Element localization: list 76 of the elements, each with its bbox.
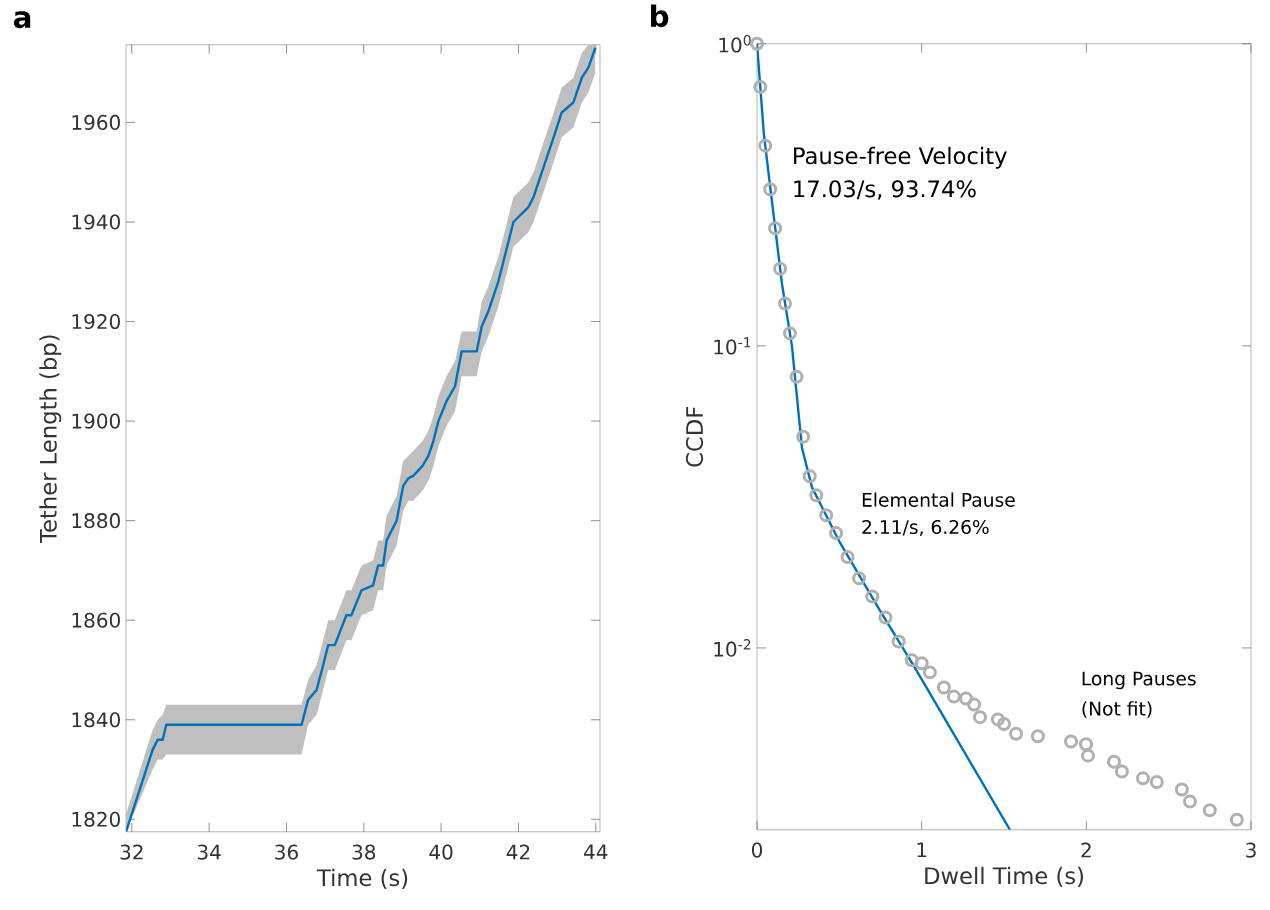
x-tick-label: 34 <box>197 844 221 860</box>
point <box>1135 771 1150 786</box>
point <box>1202 803 1217 818</box>
point <box>936 680 951 695</box>
chart-title: a <box>13 11 31 29</box>
point <box>778 296 792 311</box>
point <box>1182 794 1197 809</box>
point <box>1107 754 1121 769</box>
point <box>796 429 811 444</box>
y-tick-label: 1960 <box>72 114 120 131</box>
point <box>789 369 804 384</box>
point <box>922 665 937 680</box>
x-tick-label: 42 <box>506 844 530 860</box>
annotation: Long Pauses <box>1082 671 1196 690</box>
point <box>1079 737 1093 752</box>
annotation: Elemental Pause <box>862 492 1015 508</box>
y-tick-label: 1940 <box>72 214 120 230</box>
x-tick-label: 0 <box>751 842 763 858</box>
x-tick-label: 1 <box>917 842 927 858</box>
y-tick-label: 1860 <box>72 612 120 628</box>
y-tick-label: 10$^{0}$ <box>719 35 751 53</box>
annotation: 2.11/s, 6.26% <box>862 520 989 537</box>
x-tick-label: 32 <box>120 844 143 860</box>
point <box>865 589 880 604</box>
point <box>852 571 867 586</box>
point <box>1009 726 1024 741</box>
x-tick-label: 2 <box>1081 842 1091 858</box>
y-tick-label: 1900 <box>72 413 120 429</box>
point <box>1229 812 1244 827</box>
point <box>1114 764 1129 779</box>
y-tick-label: 1920 <box>72 314 120 330</box>
point <box>878 610 893 625</box>
point <box>763 182 778 197</box>
point <box>768 221 783 236</box>
point <box>819 508 834 523</box>
point <box>809 488 824 503</box>
point <box>1081 748 1095 763</box>
chart-title: b <box>651 4 669 28</box>
y-axis-title: Tether Length (bp) <box>39 335 62 544</box>
x-tick-label: 38 <box>352 844 376 860</box>
point <box>829 526 844 541</box>
y-tick-label: 1820 <box>72 811 120 828</box>
y-tick-label: 10$^{-2}$ <box>714 639 751 657</box>
point <box>990 712 1005 727</box>
annotation: 17.03/s, 93.74% <box>794 180 976 200</box>
point <box>773 261 788 276</box>
point <box>891 634 906 649</box>
point <box>967 697 982 712</box>
point <box>958 691 973 706</box>
point <box>802 469 817 484</box>
y-axis-title: CCDF <box>685 407 704 467</box>
point <box>782 326 797 341</box>
point <box>997 717 1011 732</box>
y-tick-label: 1880 <box>72 513 120 529</box>
point <box>753 80 768 94</box>
point <box>1149 775 1164 790</box>
x-axis-title: Dwell Time (s) <box>925 866 1083 888</box>
point <box>972 710 987 725</box>
y-tick-label: 1840 <box>72 712 120 728</box>
point <box>750 36 764 51</box>
point <box>1064 734 1079 749</box>
x-tick-label: 36 <box>275 844 298 860</box>
point <box>914 656 929 671</box>
x-tick-label: 3 <box>1246 842 1256 858</box>
x-tick-label: 44 <box>584 844 608 860</box>
point <box>758 138 773 153</box>
y-tick-label: 10$^{-1}$ <box>714 337 751 355</box>
point <box>1174 782 1189 797</box>
point <box>946 689 961 704</box>
annotation: (Not fit) <box>1082 701 1152 718</box>
point <box>904 653 919 668</box>
point <box>840 550 855 565</box>
x-tick-label: 40 <box>429 844 453 860</box>
point <box>1030 729 1045 744</box>
x-axis-title: Time (s) <box>316 868 408 890</box>
annotation: Pause-free Velocity <box>794 146 1007 169</box>
